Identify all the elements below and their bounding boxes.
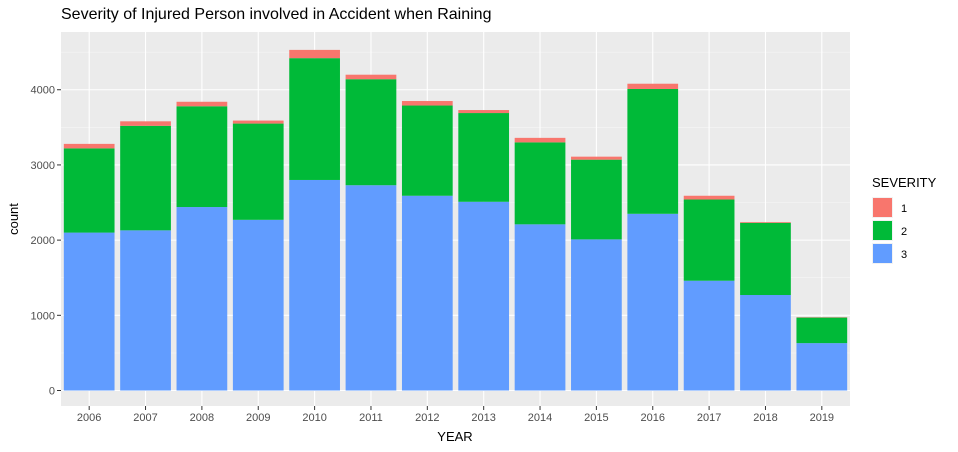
x-axis-title: YEAR <box>437 429 472 444</box>
bar-segment-2017-severity-3 <box>683 280 735 391</box>
bar-segment-2018-severity-3 <box>740 295 791 391</box>
bar-segment-2017-severity-2 <box>683 199 735 281</box>
y-tick-label: 2000 <box>31 235 55 247</box>
bar-segment-2014-severity-2 <box>514 142 566 225</box>
bar-segment-2009-severity-3 <box>232 219 284 391</box>
bar-segment-2018-severity-2 <box>740 222 791 296</box>
legend-title: SEVERITY <box>872 175 937 190</box>
bar-segment-2006-severity-2 <box>63 148 115 233</box>
x-tick-label: 2017 <box>697 412 721 424</box>
bar-segment-2015-severity-2 <box>571 159 622 240</box>
legend-label-severity-3: 3 <box>901 249 907 261</box>
x-tick-label: 2014 <box>528 412 552 424</box>
bar-segment-2006-severity-3 <box>63 232 115 391</box>
legend-label-severity-1: 1 <box>901 203 907 215</box>
bar-segment-2009-severity-2 <box>232 123 284 220</box>
y-axis-title: count <box>6 203 21 235</box>
x-tick-label: 2011 <box>359 412 383 424</box>
bar-segment-2010-severity-3 <box>289 179 340 391</box>
y-tick-label: 4000 <box>31 85 55 97</box>
bar-segment-2007-severity-1 <box>120 121 171 126</box>
legend: SEVERITY 1 2 3 <box>872 175 937 264</box>
x-axis: 2006 2007 2008 2009 2010 2011 2012 2013 2014 2015… <box>77 406 834 424</box>
legend-label-severity-2: 2 <box>901 226 907 238</box>
bar-segment-2013-severity-2 <box>458 113 510 202</box>
bar-segment-2008-severity-3 <box>176 207 228 391</box>
bars-group <box>63 49 848 391</box>
bar-segment-2016-severity-1 <box>627 83 679 89</box>
bar-segment-2017-severity-1 <box>683 195 735 200</box>
bar-segment-2019-severity-2 <box>796 317 848 344</box>
x-tick-label: 2019 <box>810 412 834 424</box>
bar-segment-2012-severity-2 <box>401 105 453 196</box>
bar-segment-2011-severity-2 <box>345 79 397 186</box>
bar-segment-2010-severity-2 <box>289 58 340 180</box>
x-tick-label: 2018 <box>753 412 777 424</box>
bar-segment-2015-severity-1 <box>571 156 622 160</box>
x-tick-label: 2016 <box>641 412 665 424</box>
bar-segment-2006-severity-1 <box>63 143 115 149</box>
bar-segment-2013-severity-1 <box>458 110 510 114</box>
bar-segment-2016-severity-3 <box>627 213 679 391</box>
bar-segment-2009-severity-1 <box>232 120 284 124</box>
x-tick-label: 2007 <box>133 412 157 424</box>
y-axis: 0 1000 2000 3000 4000 <box>31 85 61 398</box>
bar-segment-2010-severity-1 <box>289 49 340 59</box>
x-tick-label: 2006 <box>77 412 101 424</box>
legend-swatch-severity-1 <box>873 198 892 217</box>
bar-segment-2014-severity-1 <box>514 137 566 143</box>
x-tick-label: 2010 <box>302 412 326 424</box>
bar-segment-2016-severity-2 <box>627 88 679 214</box>
bar-segment-2008-severity-2 <box>176 106 228 208</box>
x-tick-label: 2009 <box>246 412 270 424</box>
bar-segment-2011-severity-1 <box>345 74 397 80</box>
bar-segment-2019-severity-3 <box>796 343 848 391</box>
x-tick-label: 2008 <box>190 412 214 424</box>
bar-segment-2013-severity-3 <box>458 201 510 391</box>
bar-segment-2011-severity-3 <box>345 185 397 391</box>
bar-segment-2012-severity-1 <box>401 101 453 106</box>
legend-swatch-severity-3 <box>873 244 892 263</box>
bar-segment-2007-severity-3 <box>120 230 171 391</box>
x-tick-label: 2015 <box>584 412 608 424</box>
bar-segment-2014-severity-3 <box>514 224 566 391</box>
bar-segment-2018-severity-1 <box>740 222 791 223</box>
x-tick-label: 2012 <box>415 412 439 424</box>
chart-title: Severity of Injured Person involved in A… <box>61 6 492 23</box>
y-tick-label: 3000 <box>31 160 55 172</box>
x-tick-label: 2013 <box>471 412 495 424</box>
y-tick-label: 0 <box>49 386 55 398</box>
bar-segment-2015-severity-3 <box>571 239 622 391</box>
bar-segment-2008-severity-1 <box>176 101 228 107</box>
legend-swatch-severity-2 <box>873 221 892 240</box>
bar-segment-2012-severity-3 <box>401 195 453 391</box>
y-tick-label: 1000 <box>31 310 55 322</box>
bar-segment-2007-severity-2 <box>120 125 171 231</box>
